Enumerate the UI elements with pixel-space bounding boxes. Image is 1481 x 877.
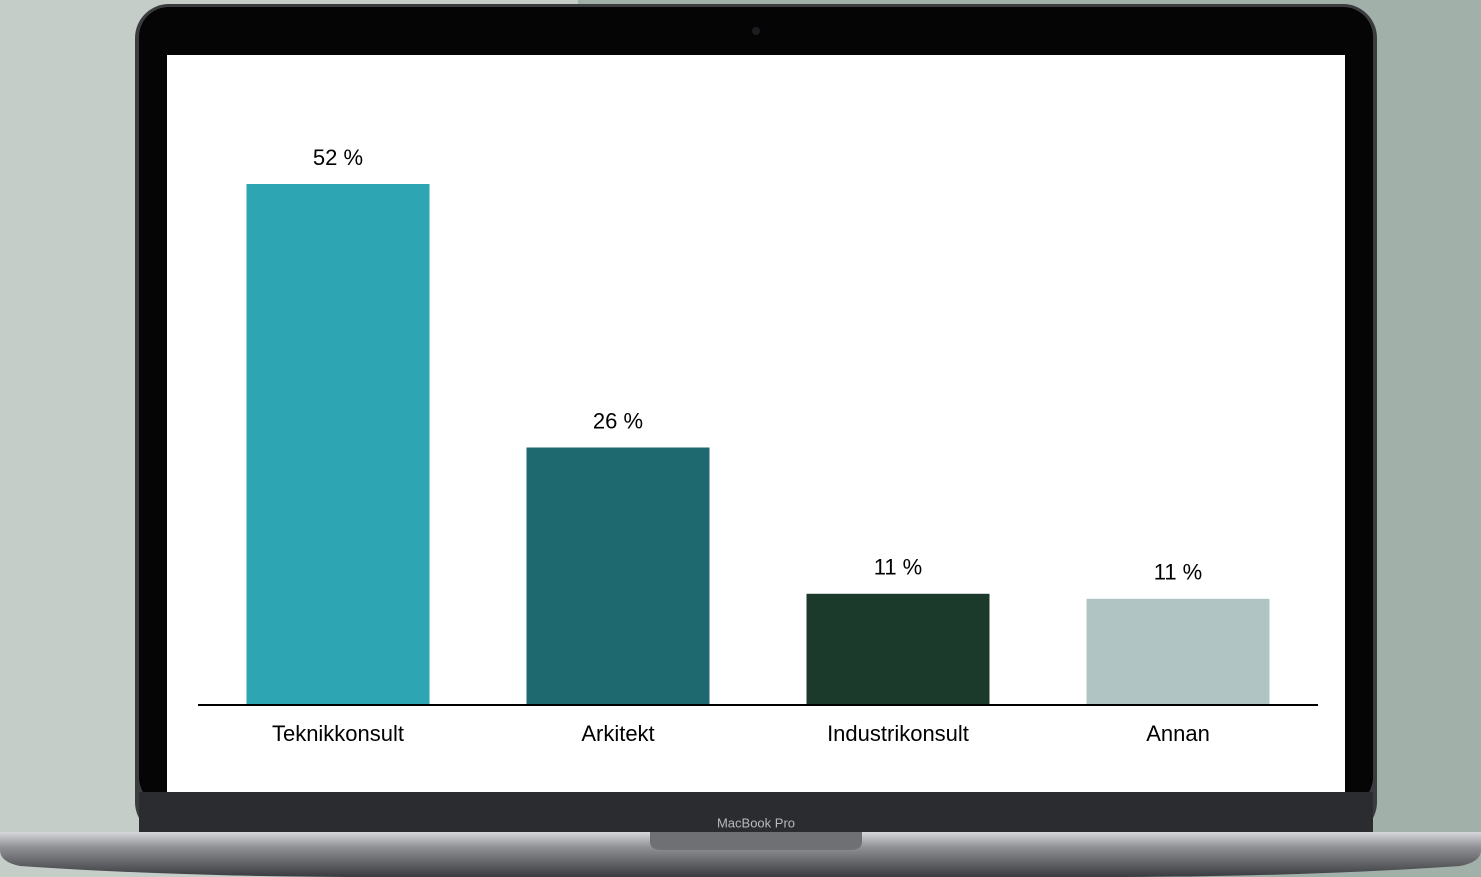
base-notch [650, 832, 862, 850]
bar [1086, 598, 1270, 705]
chin [139, 792, 1373, 832]
camera [752, 27, 760, 35]
value-label: 11 % [874, 555, 923, 580]
laptop-base [0, 832, 1481, 877]
x-tick-label: Industrikonsult [827, 721, 969, 746]
value-label: 11 % [1154, 560, 1203, 585]
value-label: 52 % [313, 145, 363, 170]
device-label: MacBook Pro [717, 815, 795, 830]
x-tick-label: Arkitekt [581, 721, 654, 746]
x-tick-label: Teknikkonsult [272, 721, 404, 746]
chart: 52 % Teknikkonsult 26 % Arkitekt 11 % Industr… [198, 145, 1318, 746]
bar [806, 593, 990, 705]
bar [526, 447, 710, 705]
x-tick-label: Annan [1146, 721, 1210, 746]
value-label: 26 % [593, 408, 643, 433]
bar [246, 184, 430, 705]
